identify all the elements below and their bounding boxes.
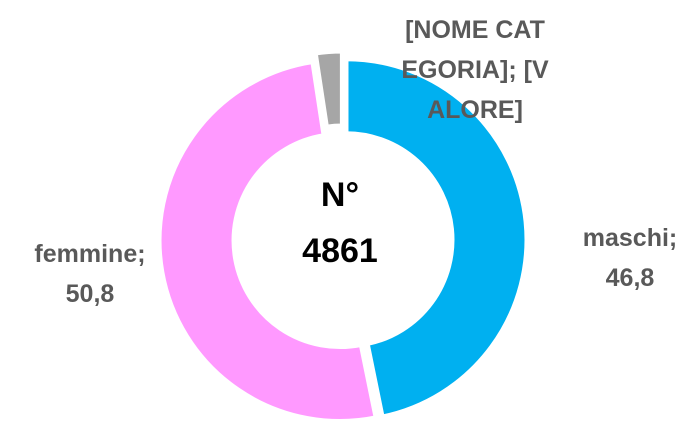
label-value: [VALORE] [427, 56, 549, 124]
data-label: femmine; 50,8 [0, 234, 180, 314]
center-text: 4861 [302, 232, 378, 270]
data-label: maschi; 46,8 [560, 218, 694, 298]
label-category: [NOME CATEGORIA] [401, 16, 545, 84]
label-separator: ; [137, 240, 146, 268]
donut-slice [156, 58, 380, 421]
donut-slice [312, 48, 345, 131]
center-text: N° [320, 176, 360, 214]
label-category: maschi [582, 224, 669, 252]
data-label: [NOME CATEGORIA]; [VALORE] [400, 10, 550, 130]
label-category: femmine [34, 240, 138, 268]
label-value: 46,8 [605, 264, 655, 292]
label-separator: ; [668, 224, 678, 252]
label-value: 50,8 [65, 280, 115, 308]
donut-slice [343, 56, 530, 421]
label-separator: ; [508, 56, 517, 84]
